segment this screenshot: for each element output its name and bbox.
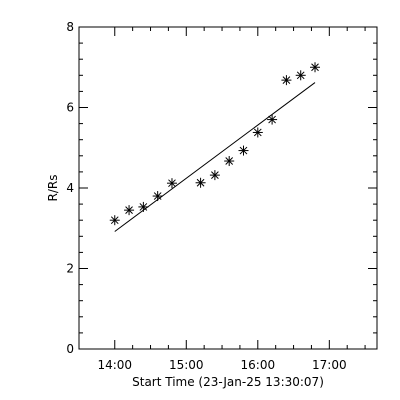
x-tick-label: 16:00 [241,358,276,372]
data-markers [109,62,321,226]
fit-line-path [114,82,316,232]
y-tick-label: 4 [66,181,74,195]
data-point [152,191,163,202]
y-tick-label: 8 [66,20,74,34]
x-tick-label: 15:00 [169,358,204,372]
data-point [209,170,220,181]
y-axis-label: R/Rs [46,175,60,202]
y-tick-label: 6 [66,101,74,115]
data-point [124,205,135,216]
data-point [109,215,120,226]
plot-frame [78,26,378,350]
y-tick-label: 0 [66,342,74,356]
y-tick-label: 2 [66,262,74,276]
data-point [295,70,306,81]
fit-line [114,82,316,232]
data-point [195,177,206,188]
data-point [281,75,292,86]
x-axis-tick-labels: 14:00 15:00 16:00 17:00 [97,358,346,372]
data-point [224,156,235,167]
data-point [138,201,149,212]
x-axis-ticks [114,27,366,349]
x-axis-label: Start Time (23-Jan-25 13:30:07) [132,375,324,389]
data-point [267,114,278,125]
y-axis-tick-labels: 0 2 4 6 8 [66,20,74,356]
data-point [252,127,263,138]
data-point [166,178,177,189]
data-point [238,145,249,156]
x-tick-label: 14:00 [97,358,132,372]
x-tick-label: 17:00 [312,358,347,372]
y-axis-ticks [79,26,377,350]
data-point [310,62,321,73]
